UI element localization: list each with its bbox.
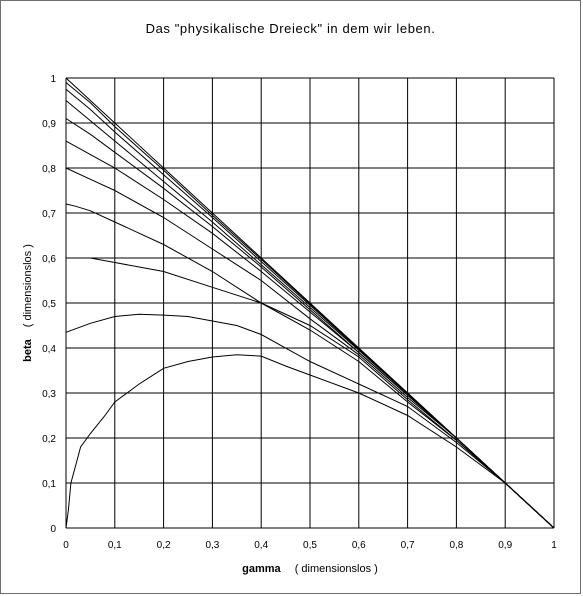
x-axis-label: gamma( dimensionslos ) — [242, 563, 378, 575]
x-tick-label: 0,2 — [157, 540, 171, 551]
y-tick-label: 0,8 — [42, 164, 56, 175]
y-tick-label: 0,6 — [42, 254, 56, 265]
x-tick-label: 0,7 — [401, 540, 415, 551]
x-tick-label: 0,1 — [108, 540, 122, 551]
x-tick-label: 1 — [551, 540, 557, 551]
series-line-11 — [65, 77, 555, 529]
y-tick-label: 0,2 — [42, 434, 56, 445]
y-axis-label: beta( dimensionslos ) — [22, 244, 34, 362]
x-tick-label: 0,4 — [254, 540, 268, 551]
y-tick-label: 0 — [50, 524, 56, 535]
y-tick-label: 0,1 — [42, 479, 56, 490]
y-tick-label: 0,4 — [42, 344, 56, 355]
y-tick-label: 1 — [50, 74, 56, 85]
series-line-4 — [65, 203, 555, 529]
x-tick-label: 0 — [63, 540, 69, 551]
y-tick-label: 0,9 — [42, 119, 56, 130]
series-line-1 — [65, 354, 555, 529]
x-tick-label: 0,8 — [449, 540, 463, 551]
x-tick-label: 0,9 — [498, 540, 512, 551]
y-tick-label: 0,3 — [42, 389, 56, 400]
y-tick-label: 0,5 — [42, 299, 56, 310]
chart-title: Das "physikalische Dreieck" in dem wir l… — [145, 21, 436, 36]
x-tick-label: 0,3 — [205, 540, 219, 551]
series-line-2 — [65, 313, 555, 529]
x-tick-label: 0,6 — [352, 540, 366, 551]
x-tick-label: 0,5 — [303, 540, 317, 551]
y-tick-label: 0,7 — [42, 209, 56, 220]
